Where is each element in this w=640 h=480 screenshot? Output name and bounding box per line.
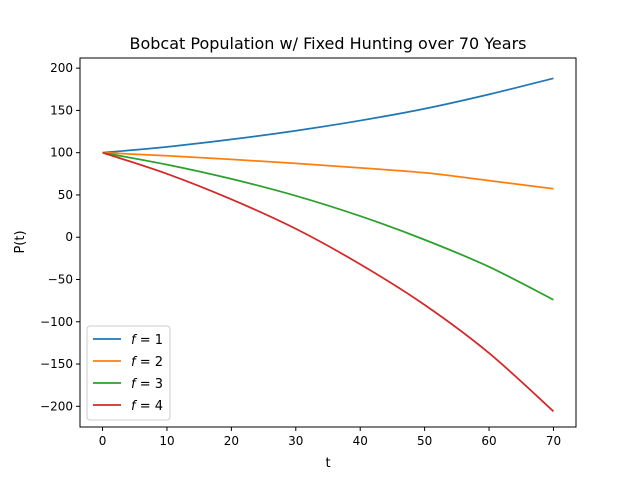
y-tick-label: 200 — [50, 61, 73, 75]
legend-label-f-1: f = 1 — [131, 333, 163, 348]
y-tick-label: 100 — [50, 146, 73, 160]
legend: f = 1 f = 2 f = 3 f = 4 — [86, 325, 171, 421]
legend-label-f-3: f = 3 — [131, 377, 163, 392]
y-axis-label: P(t) — [13, 230, 28, 253]
x-tick-label: 20 — [224, 434, 239, 448]
x-tick-label: 30 — [288, 434, 303, 448]
plot-area: 0 10 20 30 40 50 60 70 −200 −150 −100 −50 0 50 100 150 2… — [40, 61, 561, 448]
y-tick-label: 0 — [65, 230, 73, 244]
x-tick-label: 60 — [481, 434, 496, 448]
x-tick-label: 0 — [99, 434, 107, 448]
x-axis-label: t — [325, 456, 330, 471]
y-tick-label: −150 — [40, 357, 73, 371]
x-tick-label: 70 — [546, 434, 561, 448]
y-tick-label: −50 — [48, 272, 73, 286]
axes-frame — [79, 57, 577, 428]
legend-label-f-4: f = 4 — [131, 399, 163, 414]
legend-box — [86, 325, 171, 421]
legend-label-f-2: f = 2 — [131, 355, 163, 370]
y-tick-label: −200 — [40, 399, 73, 413]
series-line-f-4 — [102, 151, 555, 413]
series-line-f-2 — [102, 151, 554, 190]
x-tick-label: 10 — [159, 434, 174, 448]
series-line-f-1 — [102, 77, 554, 154]
series-line-f-3 — [102, 151, 554, 301]
chart-title: Bobcat Population w/ Fixed Hunting over … — [130, 34, 527, 53]
y-tick-label: 150 — [50, 103, 73, 117]
y-tick-label: 50 — [58, 188, 73, 202]
y-tick-label: −100 — [40, 315, 73, 329]
x-tick-label: 40 — [353, 434, 368, 448]
x-tick-label: 50 — [417, 434, 432, 448]
